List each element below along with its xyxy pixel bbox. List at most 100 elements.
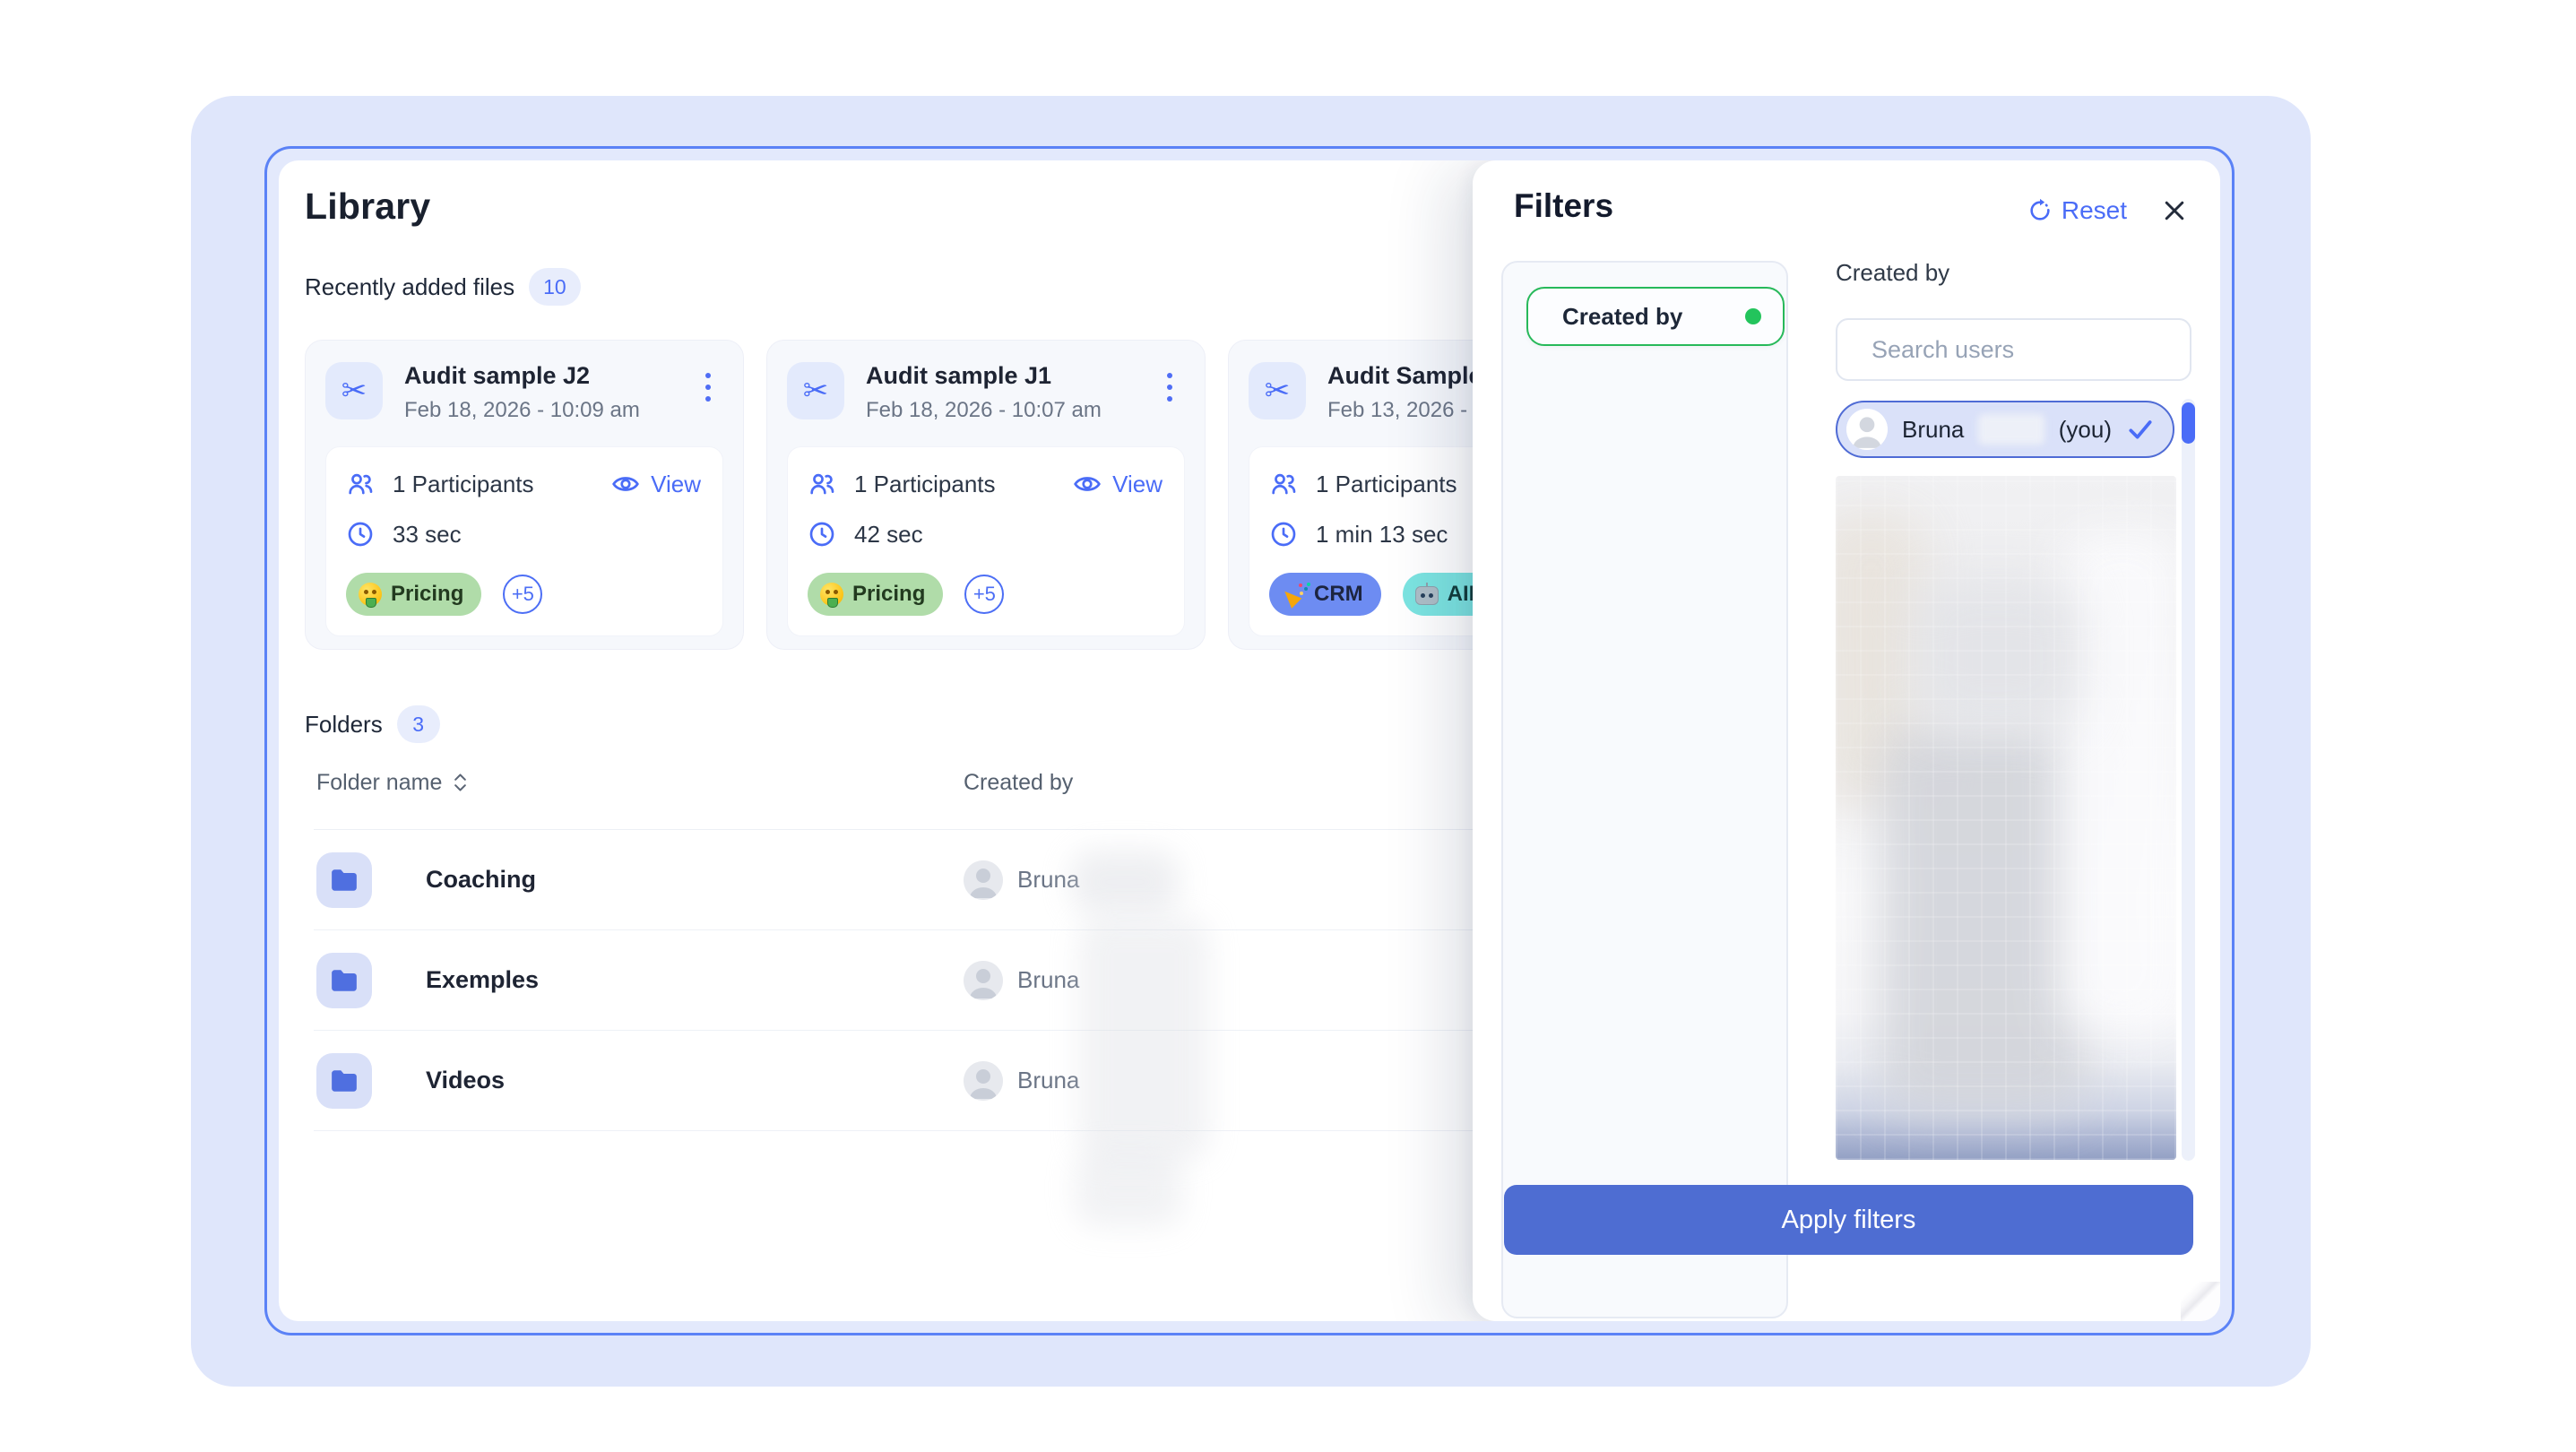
filters-sidebar: Created by [1501, 261, 1788, 1318]
folders-label: Folders [305, 710, 383, 738]
selected-user-row[interactable]: Bruna (you) [1836, 401, 2174, 458]
file-card-header: ✂ Audit sample J1 Feb 18, 2026 - 10:07 a… [787, 362, 1185, 423]
folder-icon [316, 952, 372, 1008]
folder-row[interactable]: Videos Bruna [314, 1031, 2191, 1131]
app-background: Library Recently added files 10 ✂ Audit … [191, 96, 2311, 1387]
clock-icon [348, 522, 373, 547]
participants-icon [349, 473, 373, 495]
folders-table-header: Folder name Created by [316, 763, 2190, 802]
created-by-section-heading: Created by [1836, 259, 1950, 286]
participants-label: 1 Participants [1316, 470, 1457, 497]
folder-name: Coaching [426, 866, 537, 893]
kebab-menu-button[interactable] [1154, 362, 1185, 412]
scrollbar-track[interactable] [2182, 399, 2195, 1161]
tag-pricing: Pricing [346, 573, 482, 616]
folder-name-header-label: Folder name [316, 769, 443, 795]
file-title: Audit sample J2 [404, 362, 591, 389]
blurred-text-region [1075, 1151, 1182, 1227]
creator-name: Bruna [1017, 866, 1080, 893]
filters-title: Filters [1514, 187, 1614, 224]
file-card[interactable]: ✂ Audit sample J2 Feb 18, 2026 - 10:09 a… [305, 340, 744, 650]
tag-row: Pricing +5 [808, 573, 1163, 616]
selected-user-name: Bruna [1902, 415, 1965, 443]
recent-files-label: Recently added files [305, 272, 515, 300]
scrollbar-thumb[interactable] [2182, 402, 2195, 444]
active-filter-dot [1745, 308, 1761, 324]
eye-icon [612, 477, 640, 491]
user-avatar [1846, 409, 1888, 450]
reset-icon [2030, 198, 2050, 220]
duration-label: 33 sec [393, 520, 462, 548]
tag-row: Pricing +5 [346, 573, 701, 616]
file-card[interactable]: ✂ Audit sample J1 Feb 18, 2026 - 10:07 a… [766, 340, 1206, 650]
recent-files-heading: Recently added files 10 [305, 268, 581, 306]
folders-table: Coaching Bruna Exemples [314, 829, 2191, 1131]
duration-label: 42 sec [854, 520, 923, 548]
reset-label: Reset [2061, 196, 2127, 224]
check-icon [2126, 415, 2155, 444]
selected-user-you-suffix: (you) [2058, 415, 2112, 443]
folder-row[interactable]: Exemples Bruna [314, 930, 2191, 1031]
scissors-icon: ✂ [787, 362, 844, 419]
folder-created-by: Bruna [964, 860, 1079, 900]
recent-cards: ✂ Audit sample J2 Feb 18, 2026 - 10:09 a… [305, 340, 1667, 650]
file-title: Audit sample J1 [866, 362, 1052, 389]
recent-files-count-badge: 10 [529, 268, 581, 306]
user-search [1836, 318, 2191, 381]
file-card-header: ✂ Audit sample J2 Feb 18, 2026 - 10:09 a… [325, 362, 723, 423]
folder-name: Exemples [426, 966, 540, 993]
eye-icon [1074, 477, 1102, 491]
sort-icon[interactable] [453, 772, 468, 793]
duration-label: 1 min 13 sec [1316, 520, 1448, 548]
clock-icon [809, 522, 834, 547]
participants-icon [810, 473, 834, 495]
tag-pricing: Pricing [808, 573, 944, 616]
folder-name: Videos [426, 1067, 506, 1093]
column-created-by: Created by [964, 769, 1074, 795]
scissors-icon: ✂ [1249, 362, 1306, 419]
more-tags-badge[interactable]: +5 [964, 575, 1005, 614]
view-participants-link[interactable]: View [611, 470, 701, 498]
file-card-body: 1 Participants View 33 sec [325, 446, 723, 636]
view-label: View [1112, 470, 1163, 497]
user-avatar [964, 1060, 1003, 1101]
blurred-surname [1978, 414, 2044, 445]
view-participants-link[interactable]: View [1073, 470, 1163, 498]
folders-count-badge: 3 [396, 705, 440, 743]
filters-panel: Filters Reset [1473, 160, 2220, 1321]
robot-emoji [1414, 583, 1439, 605]
tag-crm: CRM [1269, 573, 1381, 616]
participants-label: 1 Participants [854, 470, 996, 497]
page-title: Library [305, 186, 431, 227]
file-card-body: 1 Participants View 42 sec [787, 446, 1185, 636]
folder-created-by: Bruna [964, 1060, 1080, 1101]
tab-created-by-label: Created by [1562, 302, 1683, 330]
column-folder-name[interactable]: Folder name [316, 770, 468, 796]
reset-button[interactable]: Reset [2027, 196, 2127, 225]
search-users-input[interactable] [1871, 335, 2189, 364]
app-window-content: Library Recently added files 10 ✂ Audit … [279, 160, 2220, 1321]
folders-heading: Folders 3 [305, 705, 440, 743]
folder-icon [316, 1052, 372, 1109]
apply-filters-button[interactable]: Apply filters [1504, 1185, 2193, 1255]
file-date: Feb 18, 2026 - 10:07 am [866, 398, 1102, 422]
filters-actions: Reset [2027, 196, 2188, 225]
folder-created-by: Bruna [964, 960, 1080, 1000]
more-tags-badge[interactable]: +5 [503, 575, 543, 614]
folder-row[interactable]: Coaching Bruna [314, 830, 2191, 930]
folder-icon [316, 851, 372, 908]
money-face-emoji [820, 583, 843, 608]
view-label: View [651, 470, 701, 497]
app-window: Library Recently added files 10 ✂ Audit … [264, 146, 2235, 1335]
file-date: Feb 18, 2026 - 10:09 am [404, 398, 640, 422]
kebab-menu-button[interactable] [693, 362, 723, 412]
close-button[interactable] [2161, 197, 2188, 224]
blurred-user-list [1836, 476, 2176, 1160]
party-popper-emoji [1282, 583, 1305, 606]
tab-created-by[interactable]: Created by [1526, 287, 1785, 346]
creator-name: Bruna [1017, 966, 1080, 993]
money-face-emoji [359, 583, 382, 608]
clock-icon [1271, 522, 1296, 547]
creator-name: Bruna [1017, 1067, 1080, 1093]
